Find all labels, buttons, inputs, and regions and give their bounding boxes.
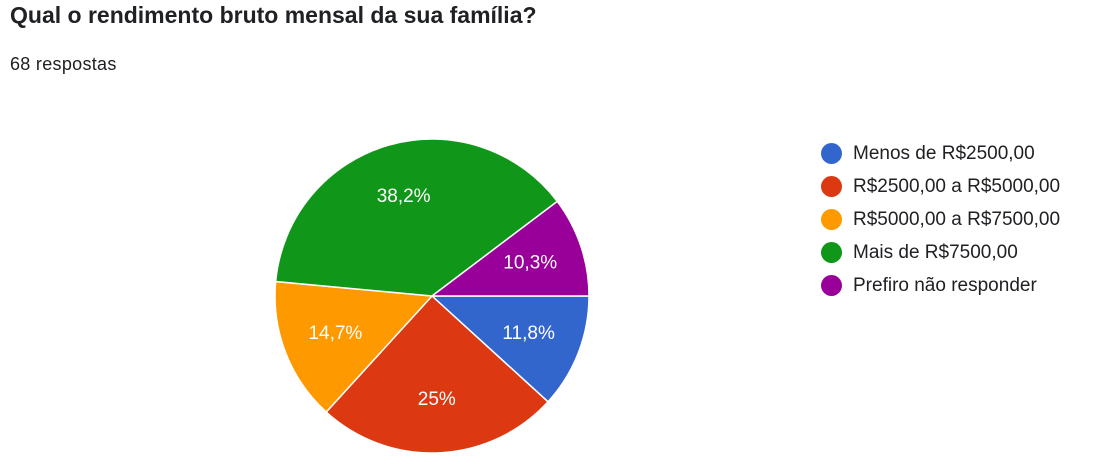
legend-item-3[interactable]: R$5000,00 a R$7500,00 bbox=[821, 203, 1060, 236]
legend-swatch-icon bbox=[821, 143, 842, 164]
legend-swatch-icon bbox=[821, 275, 842, 296]
pie-slice-3[interactable] bbox=[274, 280, 434, 414]
legend-label: R$2500,00 a R$5000,00 bbox=[853, 175, 1061, 197]
legend-label: Mais de R$7500,00 bbox=[853, 241, 1018, 263]
legend-item-1[interactable]: Menos de R$2500,00 bbox=[821, 137, 1060, 170]
slice-label-1: 11,8% bbox=[502, 323, 555, 344]
response-count: 68 respostas bbox=[10, 54, 117, 74]
chart-legend: Menos de R$2500,00 R$2500,00 a R$5000,00 R… bbox=[821, 137, 1060, 302]
pie-slice-4[interactable] bbox=[274, 138, 559, 297]
legend-swatch-icon bbox=[821, 176, 842, 197]
pie-slice-1[interactable] bbox=[430, 295, 590, 403]
slice-label-5: 10,3% bbox=[503, 253, 557, 274]
legend-item-5[interactable]: Prefiro não responder bbox=[821, 269, 1060, 302]
legend-label: Prefiro não responder bbox=[853, 274, 1037, 296]
slice-label-2: 25% bbox=[418, 389, 456, 410]
pie-slice-5[interactable] bbox=[429, 200, 590, 297]
legend-item-4[interactable]: Mais de R$7500,00 bbox=[821, 236, 1060, 269]
chart-title: Qual o rendimento bruto mensal da sua fa… bbox=[10, 2, 537, 28]
legend-swatch-icon bbox=[821, 242, 842, 263]
legend-label: R$5000,00 a R$7500,00 bbox=[853, 208, 1061, 230]
slice-label-4: 38,2% bbox=[377, 186, 431, 207]
slice-label-3: 14,7% bbox=[308, 323, 362, 344]
legend-swatch-icon bbox=[821, 209, 842, 230]
legend-label: Menos de R$2500,00 bbox=[853, 142, 1035, 164]
pie-slice-2[interactable] bbox=[325, 294, 550, 454]
legend-item-2[interactable]: R$2500,00 a R$5000,00 bbox=[821, 170, 1060, 203]
